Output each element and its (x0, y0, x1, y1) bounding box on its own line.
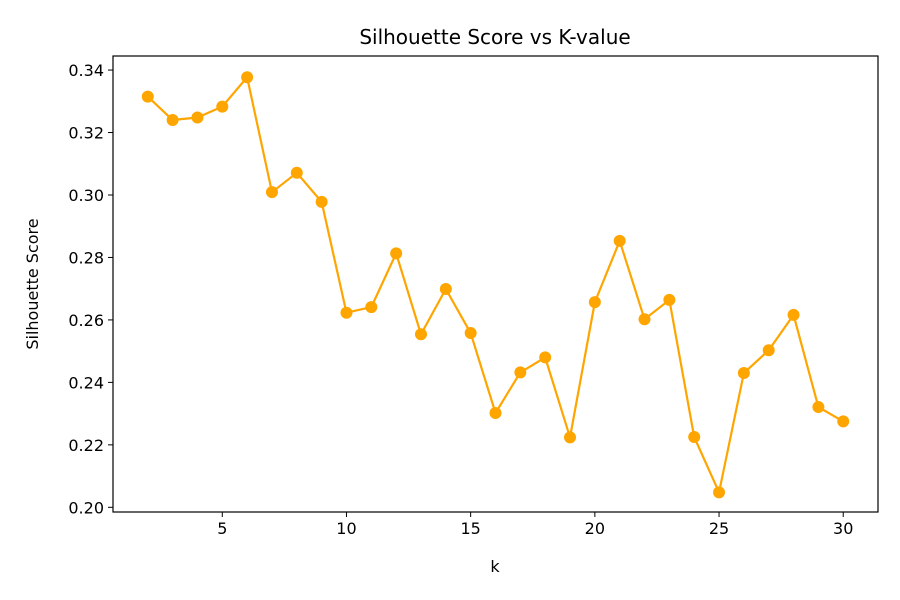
data-point (141, 90, 154, 103)
x-axis: 5 10 15 20 25 30 (217, 512, 853, 538)
data-point (290, 166, 303, 179)
x-tick-label: 25 (709, 519, 729, 538)
data-point (390, 247, 403, 260)
y-tick-label: 0.28 (68, 248, 104, 267)
data-point (663, 293, 676, 306)
data-point (762, 344, 775, 357)
data-point (414, 328, 427, 341)
x-tick-label: 5 (217, 519, 227, 538)
y-tick-label: 0.24 (68, 373, 104, 392)
x-tick-label: 15 (460, 519, 480, 538)
data-point (737, 367, 750, 380)
data-point (191, 111, 204, 124)
series-layer (141, 71, 850, 499)
y-tick-label: 0.34 (68, 61, 104, 80)
x-tick-label: 30 (833, 519, 853, 538)
data-point (539, 351, 552, 364)
data-point (837, 415, 850, 428)
y-tick-label: 0.22 (68, 436, 104, 455)
data-point (588, 296, 601, 309)
x-tick-label: 10 (336, 519, 356, 538)
data-point (713, 486, 726, 499)
y-axis: 0.20 0.22 0.24 0.26 0.28 0.30 0.32 0.34 (68, 61, 113, 517)
x-tick-label: 20 (585, 519, 605, 538)
data-point (216, 100, 229, 113)
data-point (787, 308, 800, 321)
y-tick-label: 0.26 (68, 311, 104, 330)
data-point (315, 195, 328, 208)
data-point (241, 71, 254, 84)
x-axis-label: k (490, 557, 500, 576)
y-axis-label: Silhouette Score (23, 218, 42, 349)
plot-area-frame (112, 55, 879, 513)
data-point (613, 234, 626, 247)
data-point (166, 114, 179, 127)
data-point (564, 431, 577, 444)
series-line (147, 76, 844, 494)
chart-title: Silhouette Score vs K-value (359, 25, 630, 49)
data-point (464, 327, 477, 340)
data-point (365, 301, 378, 314)
data-point (638, 313, 651, 326)
data-point (340, 306, 353, 319)
data-point (439, 282, 452, 295)
y-tick-label: 0.30 (68, 186, 104, 205)
data-point (265, 186, 278, 199)
data-point (688, 431, 701, 444)
data-point (514, 366, 527, 379)
y-tick-label: 0.20 (68, 498, 104, 517)
data-point (812, 401, 825, 414)
data-point (489, 406, 502, 419)
y-tick-label: 0.32 (68, 124, 104, 143)
